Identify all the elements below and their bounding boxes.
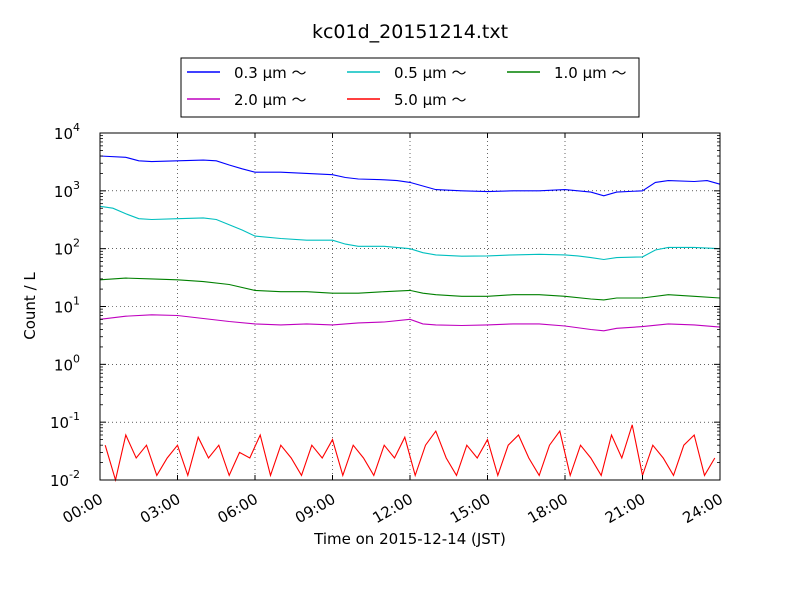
x-tick-label: 15:00 <box>447 490 493 527</box>
legend-label-1: 0.3 μm ～ <box>234 64 307 82</box>
legend-label-2: 0.5 μm ～ <box>394 64 467 82</box>
y-tick-label: 103 <box>54 179 80 201</box>
y-tick-label: 10-1 <box>50 410 80 432</box>
x-tick-label: 09:00 <box>292 490 338 527</box>
y-tick-label: 102 <box>54 237 80 259</box>
y-tick-label: 104 <box>54 121 80 143</box>
y-tick-label: 10-2 <box>50 468 80 490</box>
y-axis-label: Count / L <box>21 272 39 340</box>
legend-frame <box>180 57 640 118</box>
legend: 0.3 μm ～ 0.5 μm ～ 1.0 μm ～ 2.0 μm ～ 5.0 μm ～ <box>180 57 640 118</box>
grid <box>100 133 720 480</box>
x-tick-label: 00:00 <box>60 490 106 527</box>
x-tick-label: 18:00 <box>525 490 571 527</box>
axis-ticks: 00:00 03:00 06:00 09:00 12:00 15:00 18:00 21:00… <box>50 121 726 527</box>
x-axis-label: Time on 2015-12-14 (JST) <box>313 530 506 548</box>
chart-title: kc01d_20151214.txt <box>312 21 508 43</box>
x-tick-label: 21:00 <box>602 490 648 527</box>
x-tick-label: 24:00 <box>680 490 726 527</box>
y-tick-label: 101 <box>54 295 80 317</box>
series-line-5 <box>104 424 716 483</box>
legend-label-3: 1.0 μm ～ <box>554 64 627 82</box>
x-tick-label: 03:00 <box>137 490 183 527</box>
x-tick-label: 12:00 <box>370 490 416 527</box>
legend-label-4: 2.0 μm ～ <box>234 91 307 109</box>
x-tick-label: 06:00 <box>215 490 261 527</box>
series-line-4 <box>99 314 721 332</box>
series-line-3 <box>99 277 721 301</box>
series-line-2 <box>99 205 721 261</box>
legend-label-5: 5.0 μm ～ <box>394 91 467 109</box>
series-line-1 <box>99 155 721 197</box>
y-tick-label: 100 <box>54 352 80 374</box>
series-layer <box>99 155 721 483</box>
